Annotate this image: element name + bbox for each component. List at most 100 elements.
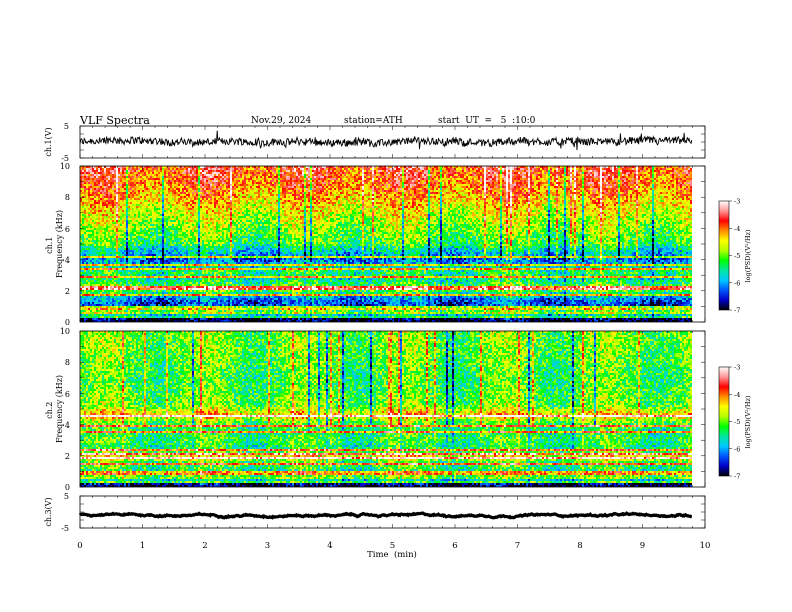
spectrogram-cell [126,168,128,170]
spectrogram-cell [138,176,140,178]
spectrogram-cell [630,176,632,178]
spectrogram-cell [314,182,316,184]
spectrogram-cell [114,168,116,170]
spectrogram-cell [440,180,442,182]
spectrogram-cell [190,168,192,170]
spectrogram-cell [494,174,496,176]
spectrogram-cell [94,180,96,182]
spectrogram-cell [124,168,126,170]
spectrogram-cell [690,172,692,174]
spectrogram-cell [550,178,552,180]
spectrogram-cell [674,168,676,170]
spectrogram-cell [236,172,238,174]
spectrogram-cell [388,172,390,174]
spectrogram-cell [666,170,668,172]
spectrogram-cell [190,184,192,186]
spectrogram-cell [232,170,234,172]
spectrogram-cell [246,174,248,176]
spectrogram-cell [522,174,524,176]
spectrogram-cell [662,170,664,172]
spectrogram-cell [568,176,570,178]
spectrogram-cell [294,168,296,170]
spectrogram-cell [154,180,156,182]
spectrogram-cell [532,180,534,182]
spectrogram-cell [466,170,468,172]
spectrogram-cell [684,174,686,176]
spectrogram-cell [132,182,134,184]
spectrogram-cell [86,168,88,170]
spectrogram-cell [174,176,176,178]
spectrogram-cell [540,176,542,178]
spectrogram-cell [276,174,278,176]
spectrogram-cell [120,184,122,186]
spectrogram-cell [536,174,538,176]
spectrogram-cell [650,170,652,172]
spectrogram-cell [284,174,286,176]
spectrogram-cell [444,182,446,184]
spectrogram-cell [548,180,550,182]
spectrogram-cell [446,182,448,184]
spectrogram-cell [112,182,114,184]
spectrogram-cell [462,178,464,180]
spectrogram-cell [660,170,662,172]
spectrogram-cell [610,172,612,174]
spectrogram-cell [480,174,482,176]
spectrogram-cell [162,176,164,178]
spectrogram-cell [468,172,470,174]
spectrogram-cell [678,170,680,172]
spectrogram-cell [328,178,330,180]
spectrogram-cell [214,178,216,180]
spectrogram-cell [280,170,282,172]
spectrogram-cell [144,184,146,186]
spectrogram-cell [490,182,492,184]
spectrogram-cell [520,182,522,184]
spectrogram-cell [186,170,188,172]
spectrogram-cell [104,182,106,184]
spectrogram-cell [420,172,422,174]
spectrogram-cell [194,168,196,170]
spectrogram-cell [216,184,218,186]
spectrogram-cell [480,180,482,182]
spectrogram-cell [382,170,384,172]
spectrogram-cell [468,178,470,180]
spectrogram-cell [114,178,116,180]
spectrogram-cell [154,168,156,170]
spectrogram-cell [610,170,612,172]
spectrogram-cell [404,170,406,172]
spectrogram-cell [108,182,110,184]
spectrogram-cell [490,174,492,176]
spectrogram-cell [634,176,636,178]
spectrogram-cell [612,168,614,170]
spectrogram-cell [154,174,156,176]
spectrogram-cell [90,170,92,172]
spectrogram-cell [342,172,344,174]
spectrogram-cell [484,168,486,170]
spectrogram-cell [254,176,256,178]
spectrogram-cell [126,176,128,178]
spectrogram-cell [384,178,386,180]
spectrogram-cell [220,172,222,174]
spectrogram-cell [642,170,644,172]
spectrogram-cell [606,170,608,172]
spectrogram-cell [136,172,138,174]
spectrogram-cell [452,174,454,176]
spectrogram-cell [620,172,622,174]
spectrogram-cell [496,182,498,184]
spectrogram-cell [312,178,314,180]
spectrogram-cell [652,176,654,178]
spectrogram-cell [604,180,606,182]
spectrogram-cell [508,168,510,170]
spectrogram-cell [680,182,682,184]
spectrogram-cell [120,168,122,170]
spectrogram-cell [314,172,316,174]
spectrogram-cell [180,184,182,186]
spectrogram-cell [410,168,412,170]
spectrogram-cell [242,174,244,176]
spectrogram-cell [386,180,388,182]
spectrogram-cell [488,174,490,176]
spectrogram-cell [348,182,350,184]
spectrogram-cell [444,168,446,170]
spectrogram-cell [570,172,572,174]
spectrogram-cell [620,182,622,184]
spectrogram-cell [370,172,372,174]
